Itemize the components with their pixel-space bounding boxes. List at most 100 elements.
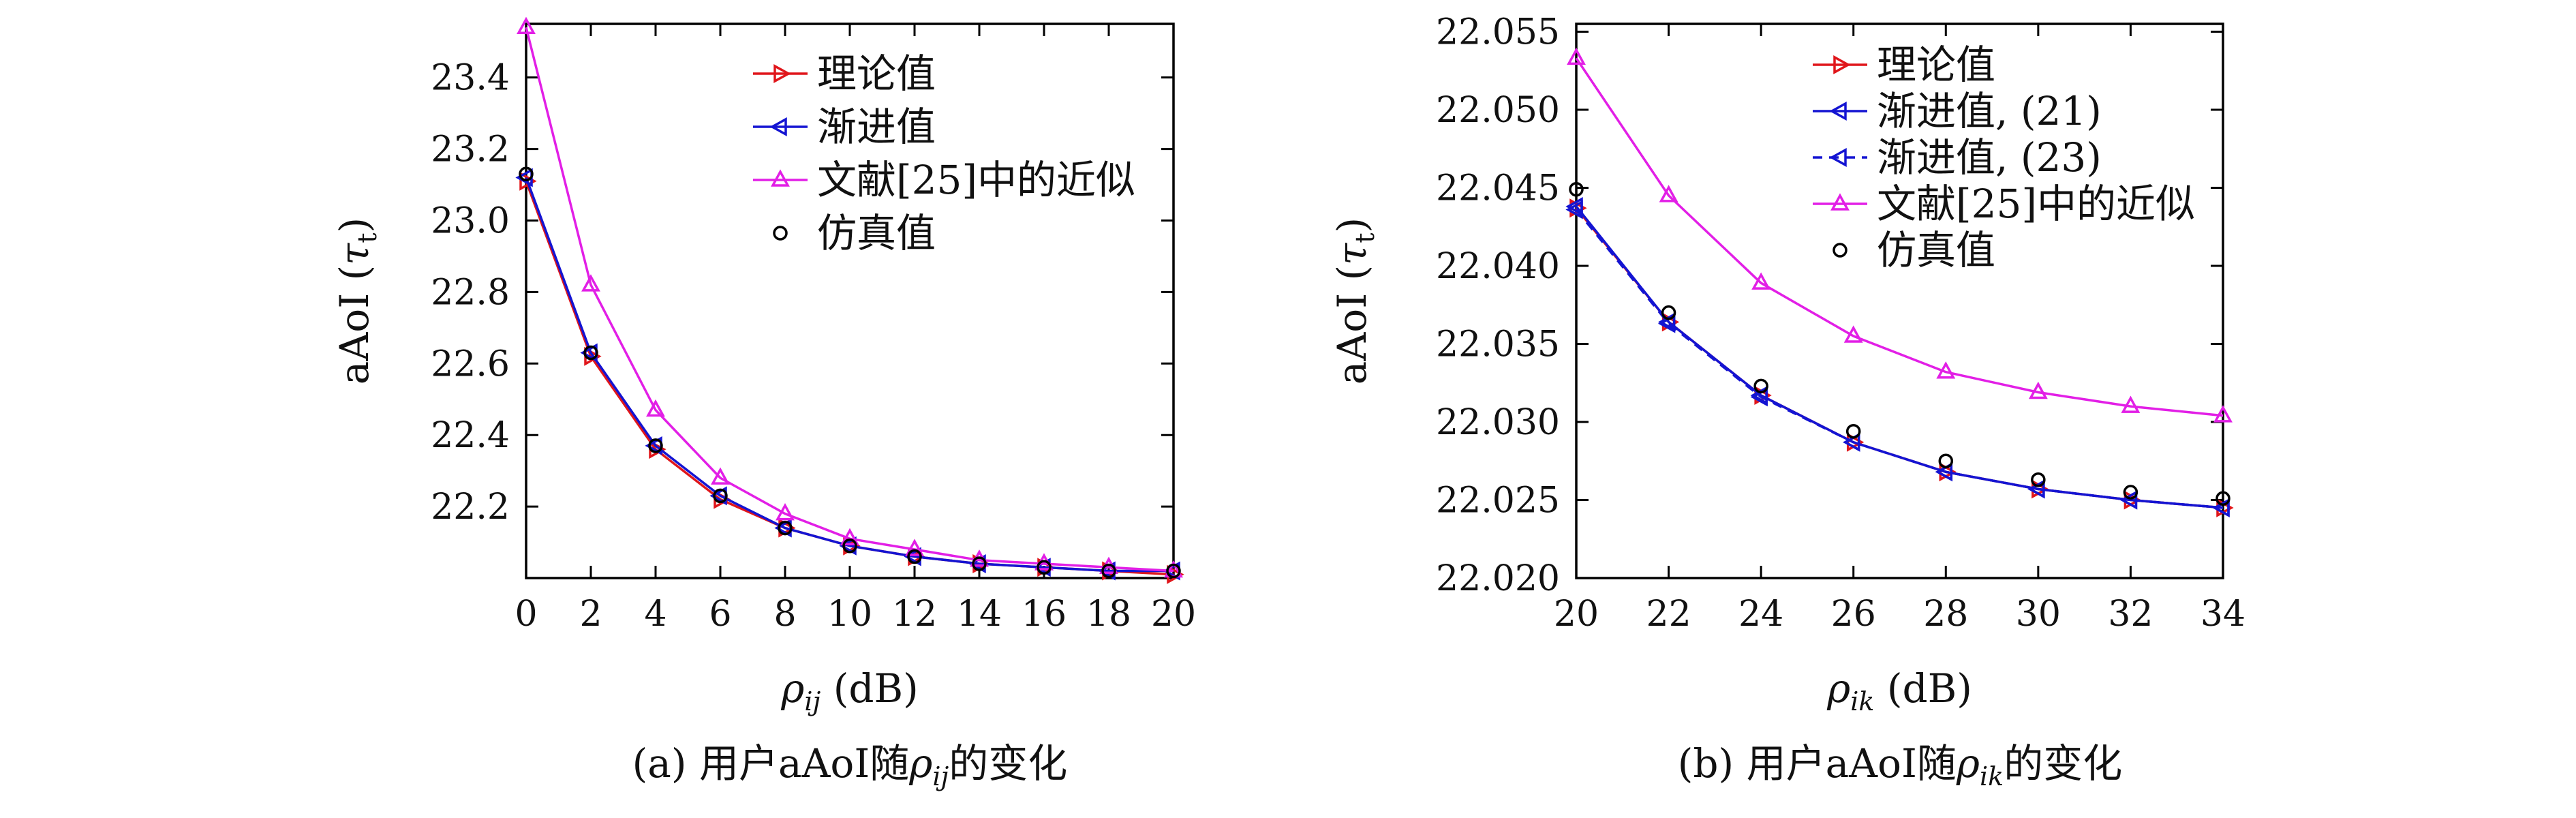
legend-label: 渐进值: [817, 104, 936, 150]
data-point: [1753, 378, 1768, 394]
legend-label: 文献[25]中的近似: [817, 157, 1135, 203]
legend-marker: [769, 117, 787, 136]
legend-label: 理论值: [817, 50, 936, 97]
legend-marker: [1830, 193, 1850, 211]
data-point: [2123, 485, 2138, 500]
legend-marker: [1829, 148, 1847, 167]
legend-marker: [773, 226, 788, 241]
data-point: [517, 16, 536, 34]
data-point: [972, 556, 987, 571]
legend-label: 仿真值: [817, 210, 936, 256]
y-tick-label: 22.2: [431, 487, 510, 528]
data-point: [2215, 491, 2230, 506]
x-tick-label: 20: [1151, 594, 1196, 635]
x-tick-label: 22: [1646, 594, 1691, 635]
data-point: [648, 438, 663, 453]
y-tick-label: 22.030: [1436, 402, 1560, 443]
series-3: [1567, 47, 2233, 423]
legend-label: 渐进值, (21): [1877, 88, 2102, 134]
y-tick-label: 22.4: [431, 415, 510, 456]
x-axis-label: ρij (dB): [780, 665, 919, 716]
legend-marker: [1829, 102, 1847, 121]
x-tick-label: 18: [1086, 594, 1131, 635]
y-axis-label: aAoI (τt): [331, 217, 382, 384]
chart-panel-a: 0 2 4 6 8 10 12 14 16 18 20 22.2 22.4 22.6 22.8 23.0 23.…: [331, 16, 1196, 791]
y-tick-label: 22.020: [1436, 558, 1560, 599]
data-point: [1101, 563, 1116, 579]
data-point: [711, 467, 730, 485]
y-tick-label: 22.025: [1436, 480, 1560, 521]
y-tick-label: 23.2: [431, 130, 510, 170]
data-point: [646, 399, 665, 417]
x-tick-label: 4: [644, 594, 666, 635]
legend-marker: [1833, 243, 1847, 258]
data-point: [2119, 490, 2138, 510]
x-tick-label: 28: [1923, 594, 1968, 635]
legend-label: 理论值: [1877, 42, 1995, 88]
data-point: [2028, 381, 2048, 399]
y-tick-label: 23.0: [431, 200, 510, 241]
series-3: [519, 166, 1181, 579]
data-point: [713, 488, 728, 504]
data-point: [2213, 405, 2233, 423]
x-tick-label: 10: [827, 594, 872, 635]
data-point: [842, 539, 857, 554]
data-point: [519, 171, 537, 191]
data-point: [840, 528, 859, 546]
x-tick-label: 14: [957, 594, 1002, 635]
panel-caption: (b) 用户aAoI随ρik的变化: [1678, 740, 2122, 791]
data-point: [778, 520, 793, 536]
x-tick-label: 2: [579, 594, 602, 635]
y-tick-label: 22.045: [1436, 168, 1560, 209]
data-point: [1661, 305, 1676, 320]
series-4: [1569, 182, 2230, 506]
y-tick-label: 23.4: [431, 58, 510, 99]
data-point: [583, 345, 598, 361]
x-tick-label: 8: [773, 594, 796, 635]
legend-marker: [771, 169, 790, 187]
x-tick-label: 34: [2201, 594, 2245, 635]
y-tick-label: 22.035: [1436, 324, 1560, 365]
panel-caption: (a) 用户aAoI随ρij的变化: [632, 740, 1068, 791]
data-point: [907, 549, 922, 564]
data-point: [1569, 182, 1584, 197]
data-point: [1751, 272, 1771, 290]
data-point: [1565, 200, 1583, 219]
data-point: [1938, 453, 1954, 468]
plot-frame: [1575, 22, 2224, 579]
data-point: [2031, 472, 2046, 487]
x-tick-label: 32: [2108, 594, 2153, 635]
data-point: [519, 166, 534, 182]
data-point: [1166, 563, 1181, 579]
data-point: [1845, 423, 1861, 439]
legend-label: 文献[25]中的近似: [1877, 181, 2195, 227]
series-line: [1575, 57, 2224, 417]
x-tick-label: 6: [709, 594, 731, 635]
x-tick-label: 0: [515, 594, 537, 635]
data-point: [1037, 560, 1052, 575]
data-point: [1567, 47, 1586, 65]
y-tick-label: 22.6: [431, 344, 510, 384]
x-tick-label: 12: [892, 594, 937, 635]
y-tick-label: 22.055: [1436, 12, 1560, 52]
data-point: [581, 274, 600, 292]
data-point: [776, 502, 795, 521]
data-point: [905, 539, 924, 556]
legend-marker: [773, 64, 791, 83]
data-point: [2121, 395, 2141, 413]
chart-panel-b: 20 22 24 26 28 30 32 34 22.020 22.025 22.030 22.035…: [1329, 12, 2245, 791]
x-tick-label: 24: [1738, 594, 1783, 635]
x-tick-label: 30: [2016, 594, 2061, 635]
x-tick-label: 16: [1022, 594, 1067, 635]
legend-label: 渐进值, (23): [1877, 134, 2102, 181]
y-tick-label: 22.040: [1436, 246, 1560, 287]
data-point: [1659, 185, 1678, 202]
x-tick-label: 20: [1554, 594, 1599, 635]
legend-label: 仿真值: [1877, 227, 1995, 273]
data-point: [1843, 325, 1863, 343]
series-line: [1575, 209, 2224, 509]
x-tick-label: 26: [1831, 594, 1876, 635]
